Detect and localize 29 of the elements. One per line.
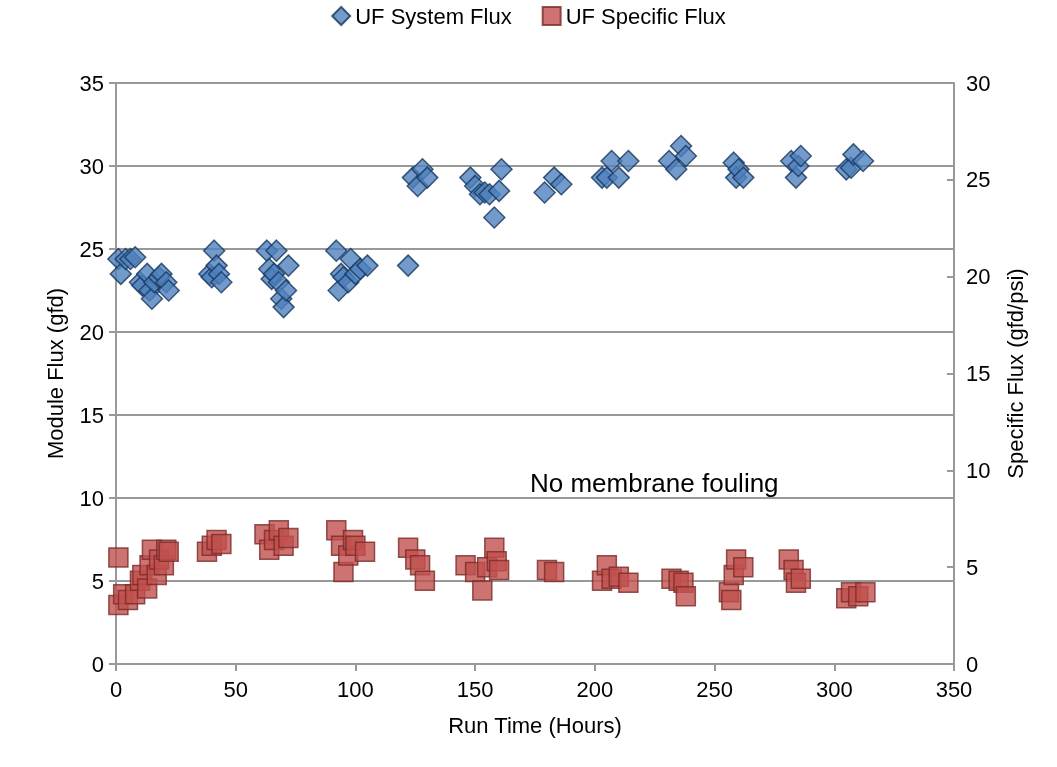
legend-label: UF System Flux (355, 3, 512, 29)
x-tick-label: 200 (576, 676, 614, 702)
x-axis-title: Run Time (Hours) (448, 712, 622, 738)
x-tick-label: 350 (935, 676, 973, 702)
y2-axis-title: Specific Flux (gfd/psi) (1002, 268, 1028, 479)
y-tick-label: 0 (91, 651, 104, 677)
x-tick-label: 300 (815, 676, 853, 702)
y-tick-label: 25 (79, 236, 104, 262)
y2-tick-label: 25 (966, 167, 991, 193)
y-tick-label: 20 (79, 319, 104, 345)
y2-tick-label: 5 (966, 554, 979, 580)
y-tick-label: 5 (91, 568, 104, 594)
x-tick-label: 0 (109, 676, 123, 702)
y-tick-label: 30 (79, 153, 104, 179)
y2-tick-label: 30 (966, 70, 991, 96)
y-axis-title: Module Flux (gfd) (42, 287, 68, 460)
y2-tick-label: 15 (966, 361, 991, 386)
y-tick-label: 35 (79, 70, 104, 96)
legend-label: UF Specific Flux (565, 3, 726, 29)
x-tick-label: 50 (223, 676, 248, 702)
x-tick-label: 250 (696, 676, 733, 702)
y2-tick-label: 20 (966, 264, 991, 290)
y2-tick-label: 10 (966, 457, 991, 483)
y-tick-label: 10 (79, 485, 104, 511)
x-tick-label: 100 (337, 676, 374, 702)
annotation: No membrane fouling (530, 468, 779, 498)
x-tick-label: 150 (456, 676, 494, 702)
y2-tick-label: 0 (966, 651, 979, 677)
y-tick-label: 15 (79, 402, 104, 428)
